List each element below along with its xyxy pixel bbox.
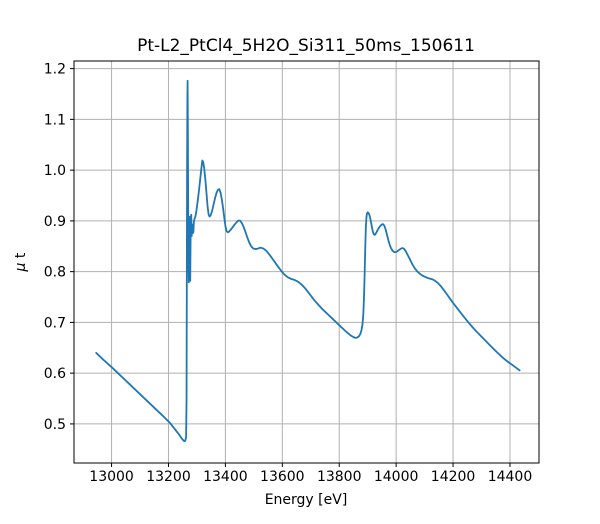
y-axis-label: μ t: [13, 252, 29, 272]
y-tick-label: 0.5: [44, 417, 66, 433]
y-tick-label: 0.7: [44, 315, 66, 331]
y-tick-label: 0.9: [44, 214, 66, 230]
x-tick-label: 13800: [317, 469, 362, 485]
y-tick-label: 1.0: [44, 163, 66, 179]
x-tick-label: 13600: [260, 469, 305, 485]
axis-tick-marks: [70, 68, 511, 467]
x-tick-label: 14400: [488, 469, 533, 485]
x-tick-label: 13400: [203, 469, 248, 485]
x-tick-label: 14200: [431, 469, 476, 485]
y-tick-label: 1.1: [44, 112, 66, 128]
axes-frame: [73, 60, 540, 464]
y-tick-label: 0.6: [44, 366, 66, 382]
x-tick-label: 14000: [374, 469, 419, 485]
series-line: [95, 79, 521, 443]
y-tick-label: 0.8: [44, 265, 66, 281]
axis-tick-labels: 13000 13200 13400 13600 13800 14000 14200 14400…: [44, 62, 533, 485]
plot-title: Pt-L2_PtCl4_5H2O_Si311_50ms_150611: [137, 36, 475, 56]
grid-lines: [74, 61, 539, 463]
spectrum-curve: [95, 79, 521, 443]
x-axis-label: Energy [eV]: [265, 492, 348, 508]
x-tick-label: 13200: [146, 469, 191, 485]
y-tick-label: 1.2: [44, 62, 66, 78]
x-tick-label: 13000: [89, 469, 134, 485]
